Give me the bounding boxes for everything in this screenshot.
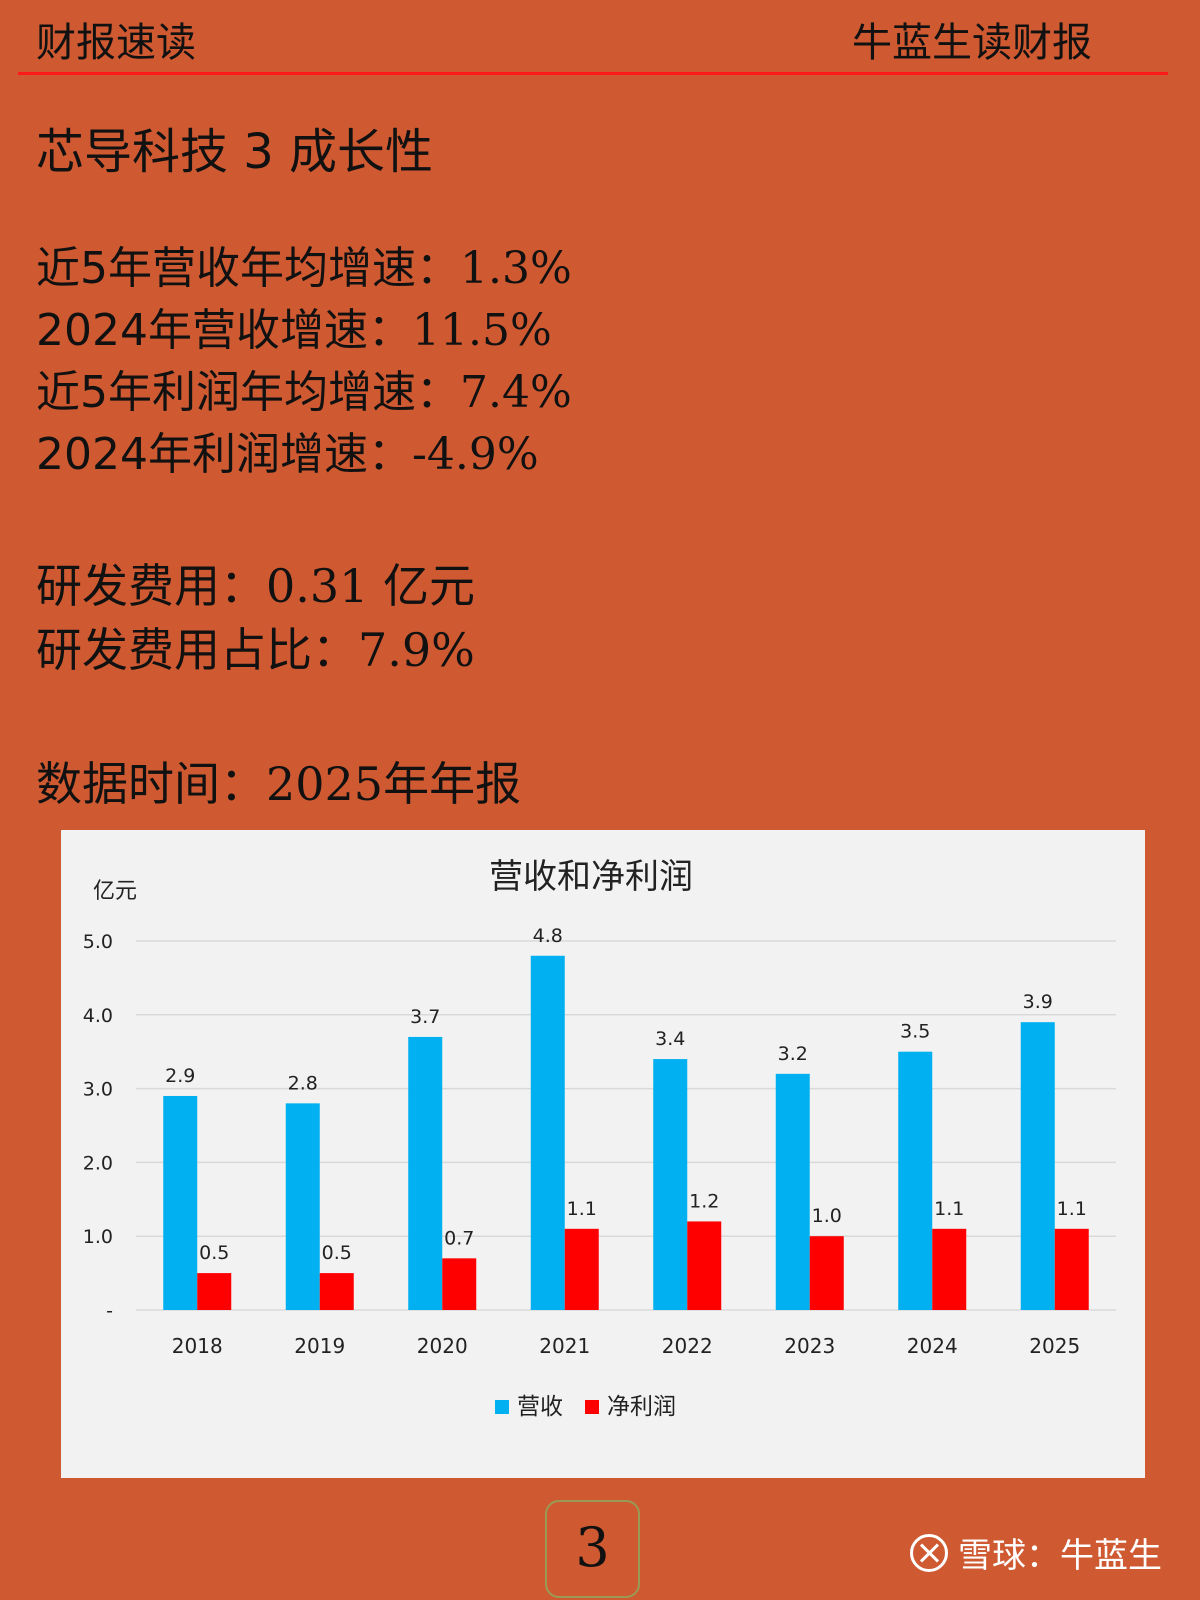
x-tick-label: 2024 <box>907 1334 958 1358</box>
y-tick-label: 3.0 <box>83 1079 113 1101</box>
header-divider <box>18 72 1168 75</box>
header-left: 财报速读 <box>36 20 196 66</box>
xueqiu-logo-icon <box>910 1533 948 1572</box>
data-label: 2.9 <box>165 1065 195 1087</box>
y-tick-label: 2.0 <box>83 1152 113 1174</box>
data-label: 1.1 <box>1057 1198 1087 1220</box>
data-label: 4.8 <box>533 925 563 947</box>
profit-bar <box>1054 1228 1089 1310</box>
legend-swatch <box>585 1400 599 1414</box>
data-label: 3.4 <box>655 1028 685 1050</box>
data-label: 3.5 <box>900 1021 930 1043</box>
stat-value: 11.5% <box>411 305 552 356</box>
page-number: 3 <box>545 1500 640 1598</box>
revenue-bar <box>898 1051 933 1310</box>
stat-value: 7.9% <box>358 623 475 677</box>
revenue-bar <box>653 1059 688 1310</box>
data-time-value: 2025年年报 <box>266 757 522 811</box>
profit-bar <box>442 1258 477 1310</box>
watermark-text: 雪球：牛蓝生 <box>958 1536 1162 1576</box>
profit-bar <box>932 1228 967 1310</box>
data-label: 1.0 <box>812 1205 842 1227</box>
stat-value: 0.31 亿元 <box>266 559 476 613</box>
growth-stats: 近5年营收年均增速：1.3% 2024年营收增速：11.5% 近5年利润年均增速… <box>36 238 572 486</box>
x-tick-label: 2018 <box>172 1334 223 1358</box>
data-label: 0.5 <box>199 1242 229 1264</box>
stat-label: 2024年营收增速： <box>36 305 412 356</box>
stat-row: 近5年利润年均增速：7.4% <box>36 362 572 424</box>
stat-row: 近5年营收年均增速：1.3% <box>36 238 572 300</box>
stat-label: 近5年利润年均增速： <box>36 367 460 418</box>
x-tick-label: 2023 <box>784 1334 835 1358</box>
revenue-bar <box>775 1073 810 1310</box>
y-tick-label: 1.0 <box>83 1226 113 1248</box>
watermark: 雪球：牛蓝生 <box>910 1528 1162 1577</box>
data-label: 0.7 <box>444 1227 474 1249</box>
rd-stats: 研发费用：0.31 亿元 研发费用占比：7.9% <box>36 554 475 682</box>
x-tick-label: 2025 <box>1029 1334 1080 1358</box>
revenue-bar <box>530 955 565 1310</box>
stat-row: 2024年营收增速：11.5% <box>36 300 572 362</box>
stat-value: 1.3% <box>460 243 572 294</box>
legend-label: 净利润 <box>607 1394 676 1420</box>
profit-bar <box>687 1221 722 1310</box>
y-tick-label: - <box>106 1300 113 1322</box>
y-tick-label: 5.0 <box>83 931 113 953</box>
data-label: 3.2 <box>778 1043 808 1065</box>
data-label: 3.7 <box>410 1006 440 1028</box>
data-label: 3.9 <box>1023 991 1053 1013</box>
data-label: 1.1 <box>934 1198 964 1220</box>
data-time: 数据时间：2025年年报 <box>36 748 521 814</box>
page-title: 芯导科技 3 成长性 <box>36 124 434 180</box>
data-time-label: 数据时间： <box>36 757 266 811</box>
stat-label: 研发费用占比： <box>36 623 358 677</box>
data-label: 0.5 <box>322 1242 352 1264</box>
data-label: 1.2 <box>689 1190 719 1212</box>
revenue-bar <box>285 1103 320 1310</box>
x-tick-label: 2020 <box>417 1334 468 1358</box>
stat-row: 研发费用占比：7.9% <box>36 618 475 682</box>
revenue-bar <box>163 1095 198 1310</box>
data-label: 1.1 <box>567 1198 597 1220</box>
data-label: 2.8 <box>288 1072 318 1094</box>
stat-row: 研发费用：0.31 亿元 <box>36 554 475 618</box>
profit-bar <box>319 1273 354 1310</box>
revenue-bar <box>1020 1022 1055 1310</box>
legend-swatch <box>495 1400 509 1414</box>
stat-value: 7.4% <box>460 367 572 418</box>
profit-bar <box>564 1228 599 1310</box>
x-tick-label: 2021 <box>539 1334 590 1358</box>
stat-row: 2024年利润增速：-4.9% <box>36 424 572 486</box>
stat-value: -4.9% <box>411 429 539 480</box>
stat-label: 2024年利润增速： <box>36 429 412 480</box>
chart-panel: 营收和净利润亿元 - 1.0 2.0 3.0 4.0 5.0 2018 2.9 0.5 2019 2.… <box>61 830 1145 1478</box>
stat-label: 研发费用： <box>36 559 266 613</box>
y-tick-label: 4.0 <box>83 1005 113 1027</box>
chart-title: 营收和净利润 <box>489 857 693 897</box>
header-right: 牛蓝生读财报 <box>852 20 1092 66</box>
profit-bar <box>809 1236 844 1310</box>
legend-label: 营收 <box>517 1394 563 1420</box>
profit-bar <box>197 1273 232 1310</box>
revenue-bar <box>408 1036 443 1310</box>
x-tick-label: 2022 <box>662 1334 713 1358</box>
x-tick-label: 2019 <box>294 1334 345 1358</box>
y-axis-unit: 亿元 <box>93 879 137 904</box>
stat-label: 近5年营收年均增速： <box>36 243 460 294</box>
